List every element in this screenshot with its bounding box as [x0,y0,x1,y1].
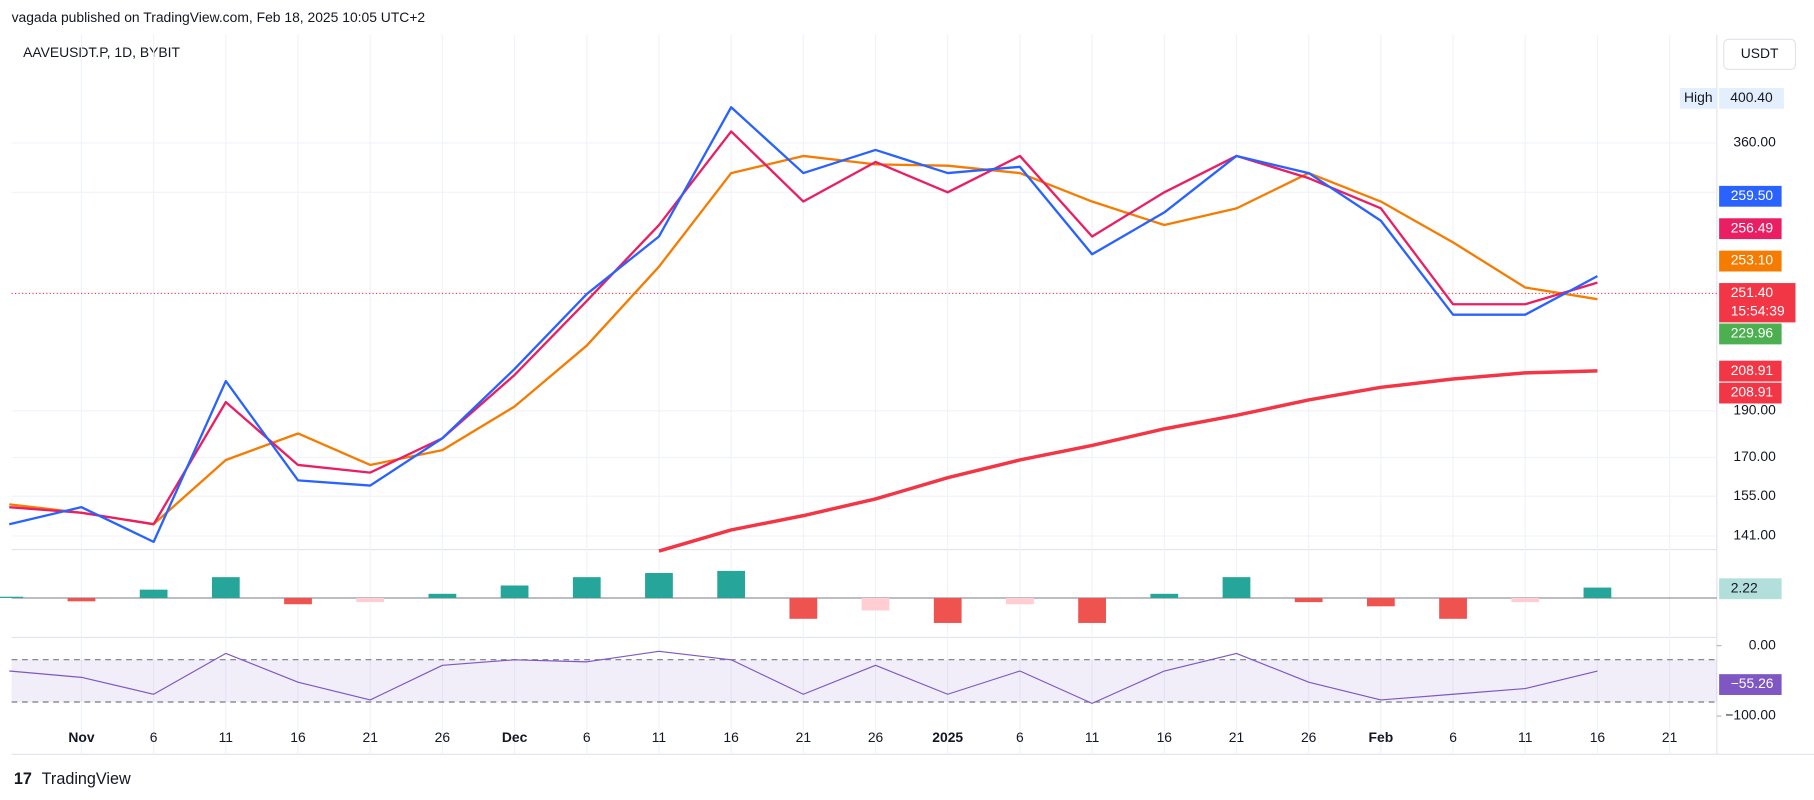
histogram-last-box [1719,578,1782,600]
y-tick-label: 141.00 [1733,527,1776,543]
histogram-bar [1006,597,1034,605]
histogram-bar [1222,577,1251,598]
x-tick-label: 26 [435,729,451,745]
x-tick-label: 11 [652,729,667,745]
histogram-bar [67,597,96,602]
publisher: vagada published on TradingView.com, Feb… [12,9,426,25]
histogram-bar [1078,597,1106,623]
x-tick-label: 6 [1016,729,1024,745]
currency-button[interactable] [1723,38,1797,70]
x-tick-label: 26 [1301,729,1317,745]
logo-mark: 17 [14,770,32,788]
price-label-box [1719,382,1782,404]
histogram-bar [139,589,168,598]
y-tick-label: 170.00 [1733,448,1776,464]
y-tick-label: 190.00 [1733,402,1776,418]
symbol-title: AAVEUSDT.P, 1D, BYBIT [23,44,180,60]
price-label-box [1719,360,1782,382]
x-tick-label: Feb [1369,729,1394,745]
x-tick-label: 16 [290,729,306,745]
price-label: 229.96 [1731,325,1774,341]
price-label: 208.91 [1731,362,1774,378]
histogram-bar [1511,597,1540,603]
x-tick-label: 26 [868,729,884,745]
histogram-bar [861,597,890,611]
price-label: 256.49 [1731,219,1774,235]
price-label-box [1719,250,1782,272]
x-tick-label: 6 [583,729,591,745]
histogram-bar [1294,597,1323,603]
x-tick-label: 11 [219,729,234,745]
histogram-bar [0,596,24,598]
histogram-bar [1366,597,1395,607]
x-tick-label: 16 [723,729,739,745]
price-label: 253.10 [1731,252,1774,268]
y-tick-label: 0.00 [1749,636,1776,652]
countdown: 15:54:39 [1731,303,1785,319]
histogram-bar [1583,587,1612,598]
histogram-bar [428,593,457,598]
x-tick-label: 2025 [932,729,963,745]
oscillator-last: −55.26 [1731,675,1774,691]
line-series [9,154,1598,526]
y-tick-label: 360.00 [1733,134,1776,150]
currency[interactable]: USDT [1741,45,1779,61]
histogram-bar [645,572,673,598]
x-tick-label: Dec [502,729,528,745]
histogram-bar [211,577,240,598]
last-price: 251.40 [1731,284,1774,300]
x-tick-label: 21 [1229,729,1245,745]
histogram-last: 2.22 [1731,579,1758,595]
x-tick-label: 21 [1662,729,1678,745]
brand: TradingView [42,770,131,788]
line-series [658,369,1598,553]
line-series [9,650,1598,704]
x-tick-label: 6 [1449,729,1457,745]
price-label-box [1719,323,1782,345]
histogram-bar [1150,593,1179,598]
x-tick-label: 21 [796,729,812,745]
oscillator-band [11,659,1717,702]
last-price-box [1719,283,1796,323]
histogram-bar [572,577,601,598]
high-label: High [1684,89,1713,105]
histogram-bar [284,597,312,605]
oscillator-last-box [1719,674,1782,695]
x-tick-label: 6 [150,729,158,745]
y-tick-label: 155.00 [1733,487,1776,503]
y-tick-label: −100.00 [1725,707,1776,723]
histogram-bar [933,597,962,623]
price-label: 208.91 [1731,384,1774,400]
high-label-bg [1679,87,1717,109]
x-tick-label: 16 [1157,729,1173,745]
high-value: 400.40 [1730,89,1773,105]
price-label-box [1719,185,1782,207]
x-tick-label: 16 [1590,729,1606,745]
x-tick-label: 11 [1518,729,1533,745]
price-label-box [1719,218,1782,240]
histogram-bar [1439,597,1467,619]
histogram-bar [356,597,385,603]
histogram-bar [717,570,746,598]
x-tick-label: 11 [1085,729,1100,745]
x-tick-label: Nov [68,729,94,745]
x-tick-label: 21 [362,729,378,745]
histogram-bar [500,585,529,598]
price-label: 259.50 [1731,187,1774,203]
line-series [8,106,1598,544]
high-value-bg [1719,87,1784,109]
histogram-bar [789,597,818,619]
